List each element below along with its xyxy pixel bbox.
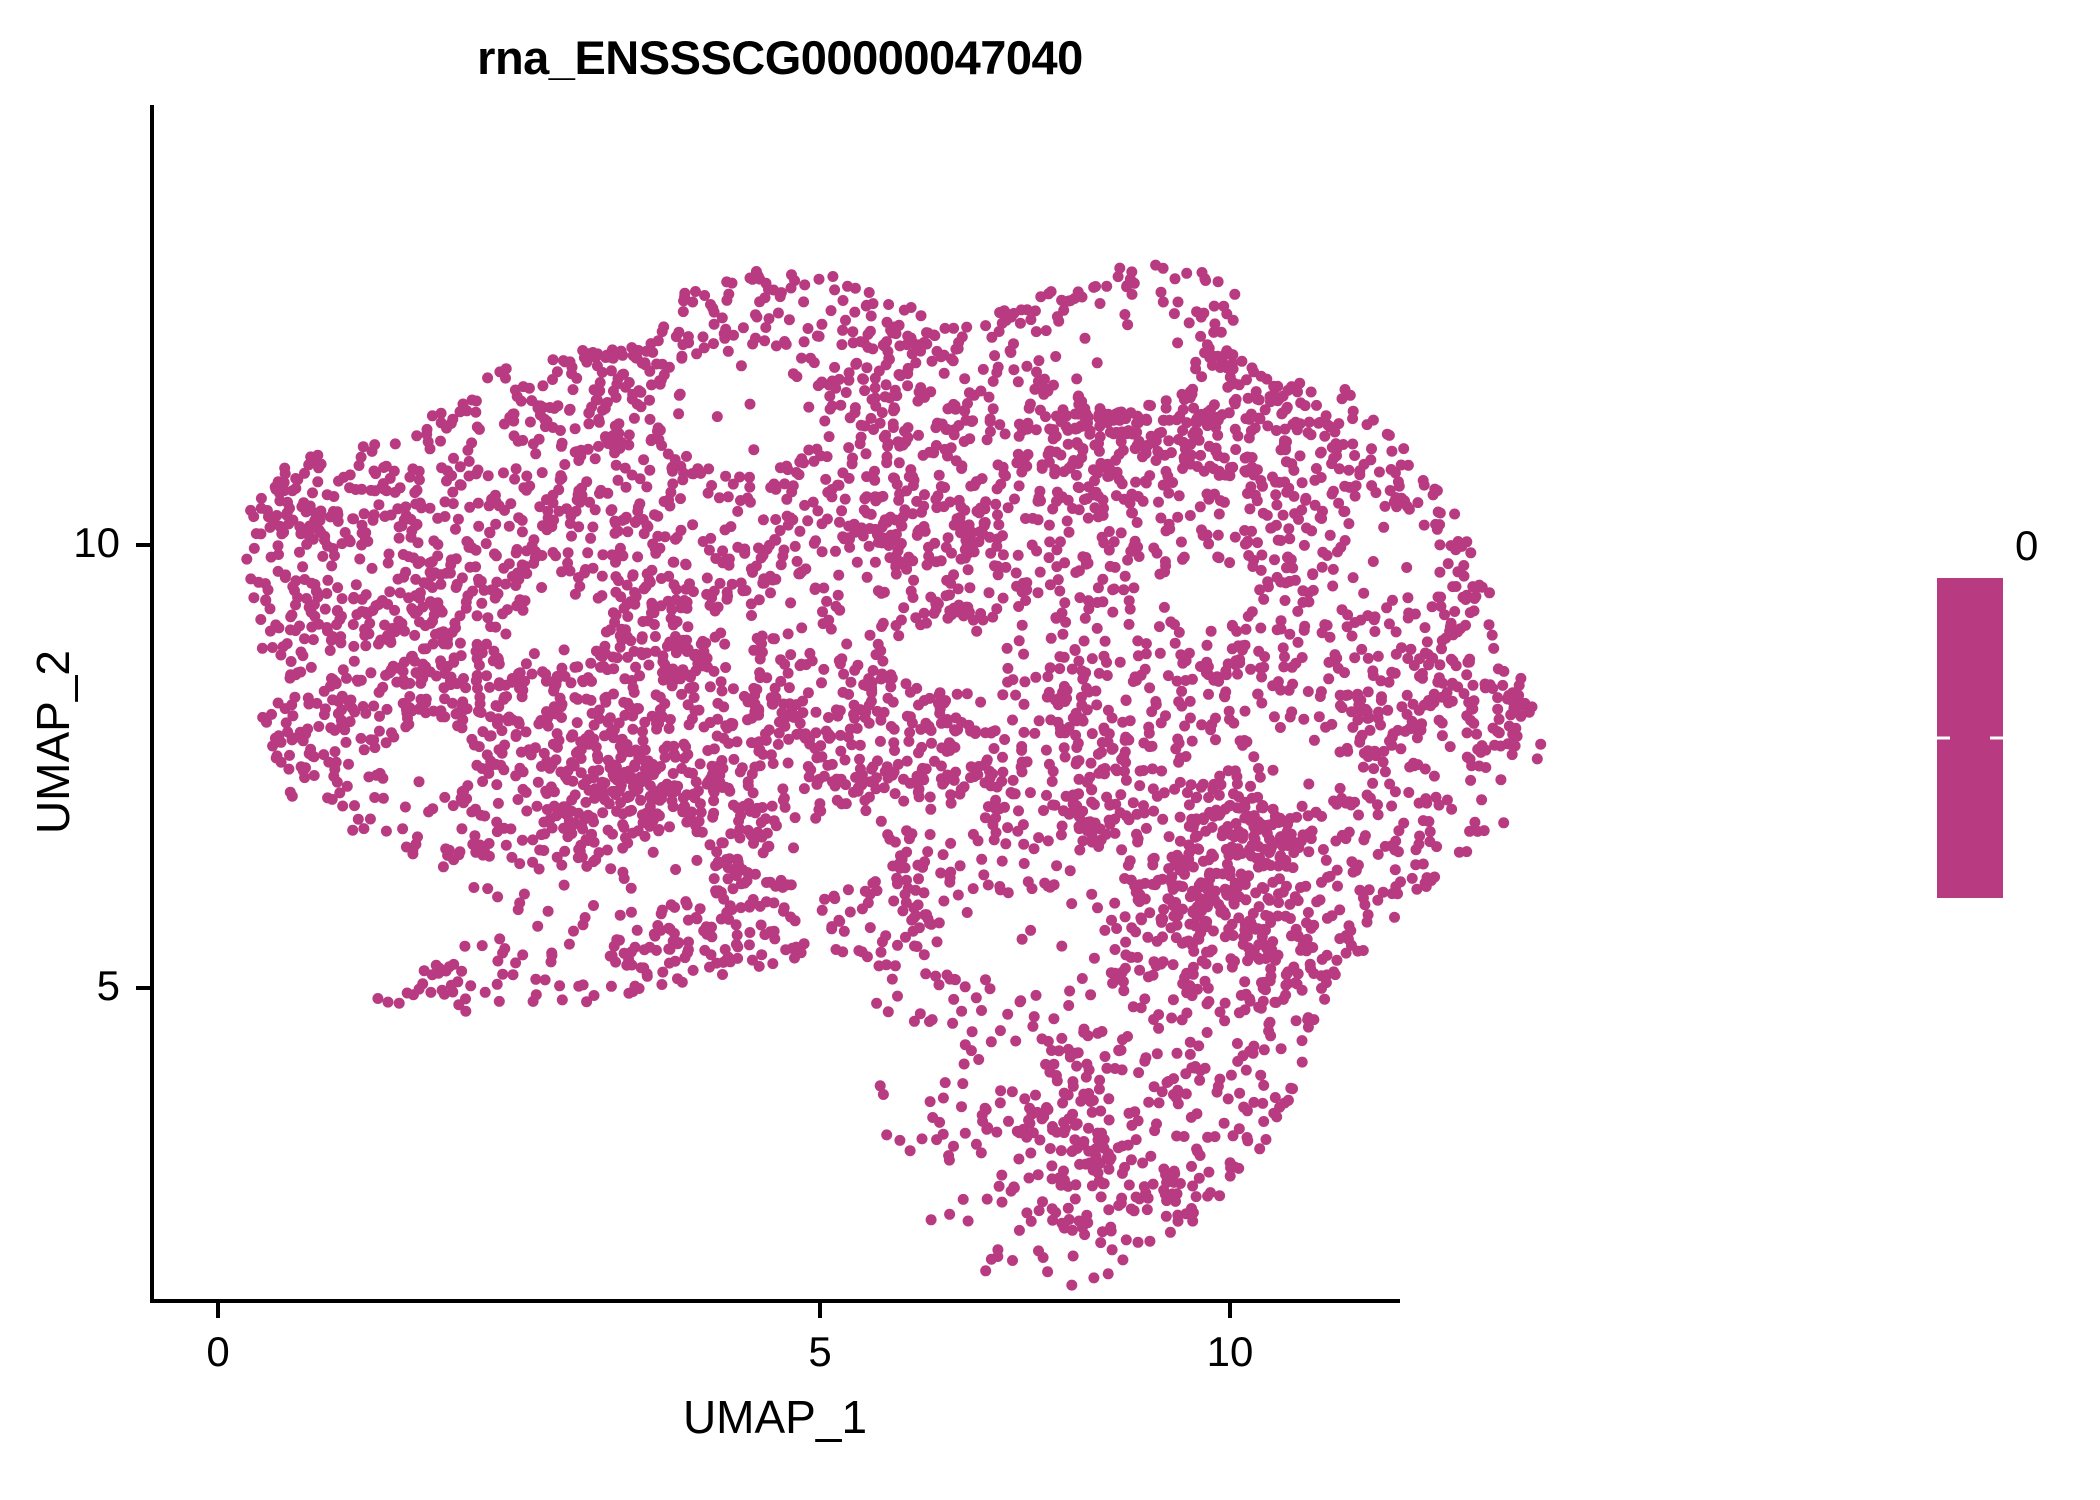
scatter-points-group	[241, 259, 1547, 1291]
colorbar-tick-label-0: 0	[2015, 522, 2039, 569]
x-tick-label-0: 0	[206, 1328, 230, 1375]
axis-lines-group	[136, 105, 1400, 1318]
y-tick-label-10: 10	[73, 519, 120, 566]
x-tick-label-10: 10	[1206, 1328, 1254, 1375]
y-tick-label-5: 5	[96, 962, 120, 1009]
y-axis-title: UMAP_2	[27, 649, 79, 835]
page-title: rna_ENSSSCG00000047040	[477, 31, 1083, 84]
colorbar	[1937, 578, 2003, 898]
x-tick-label-5: 5	[808, 1328, 832, 1375]
x-axis-title: UMAP_1	[682, 1391, 868, 1443]
